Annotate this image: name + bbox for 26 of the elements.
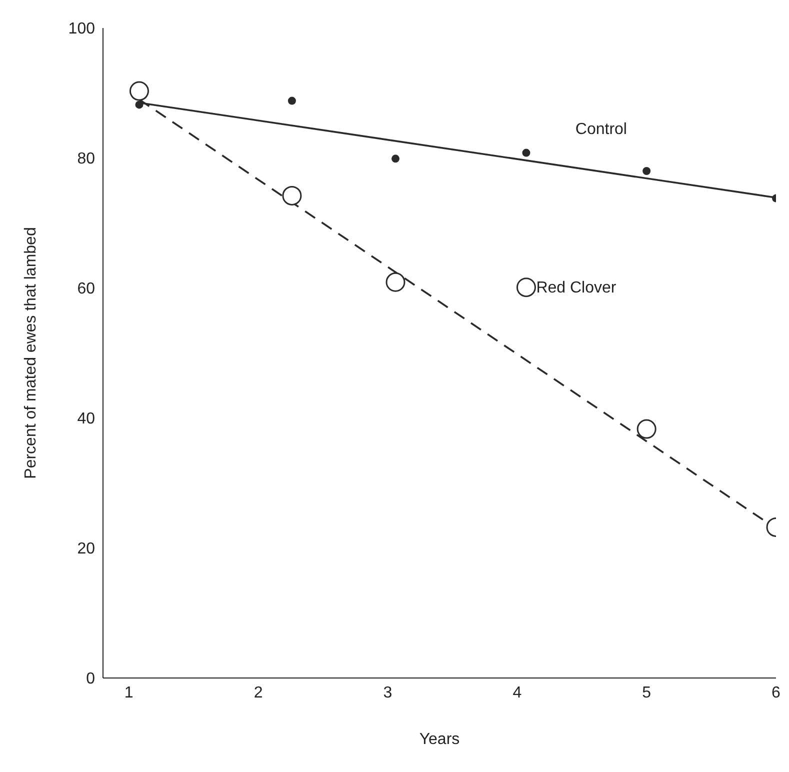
y-tick-label: 40 [77,410,96,428]
x-tick-label: 6 [772,684,781,702]
point [386,272,406,292]
x-tick-label: 1 [124,684,134,702]
x-tick-label: 2 [254,684,263,702]
y-tick-label: 20 [77,540,96,558]
y-tick-label: 100 [68,20,96,38]
point [516,278,536,298]
y-tick-label: 80 [77,150,96,168]
point [522,148,530,157]
x-tick-label: 4 [512,684,522,702]
x-tick-label: 3 [383,684,392,702]
point [135,100,144,109]
x-tick-label: 5 [642,684,652,702]
point [129,81,149,101]
point [642,167,651,175]
y-axis-title: Percent of mated ewes that lambed [22,227,40,479]
x-axis-title: Years [419,731,460,748]
series-label: Red Clover [536,279,617,296]
point [391,154,400,163]
y-tick-label: 60 [77,280,96,298]
point [288,96,296,105]
point [636,419,656,439]
point [282,186,302,206]
text: Control [575,120,627,138]
y-tick-label: 0 [86,670,96,688]
